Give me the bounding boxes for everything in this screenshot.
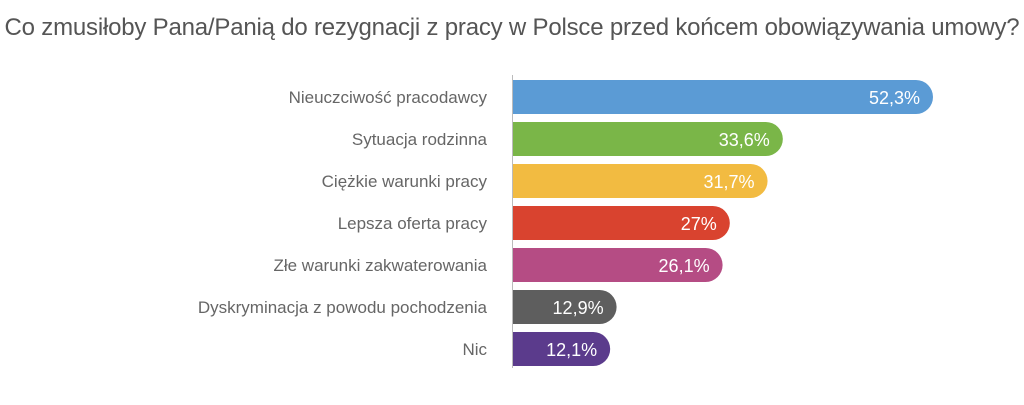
category-label: Złe warunki zakwaterowania [273,256,487,275]
bar [513,164,768,198]
bar [513,332,611,366]
value-label: 27% [681,214,717,234]
value-label: 52,3% [869,88,920,108]
bar [513,122,783,156]
value-label: 12,1% [546,340,597,360]
bars-group: Nieuczciwość pracodawcy 52,3% Sytuacja rod… [198,80,933,366]
value-label: 26,1% [659,256,710,276]
category-label: Nic [462,340,487,359]
bar [513,248,723,282]
bar [513,290,617,324]
category-label: Sytuacja rodzinna [352,130,488,149]
category-label: Lepsza oferta pracy [338,214,488,233]
bar [513,80,933,114]
value-label: 12,9% [553,298,604,318]
category-label: Dyskryminacja z powodu pochodzenia [198,298,488,317]
bar [513,206,730,240]
chart-title: Co zmusiłoby Pana/Panią do rezygnacji z … [4,14,1020,41]
category-label: Ciężkie warunki pracy [322,172,488,191]
value-label: 31,7% [704,172,755,192]
value-label: 33,6% [719,130,770,150]
category-label: Nieuczciwość pracodawcy [289,88,488,107]
